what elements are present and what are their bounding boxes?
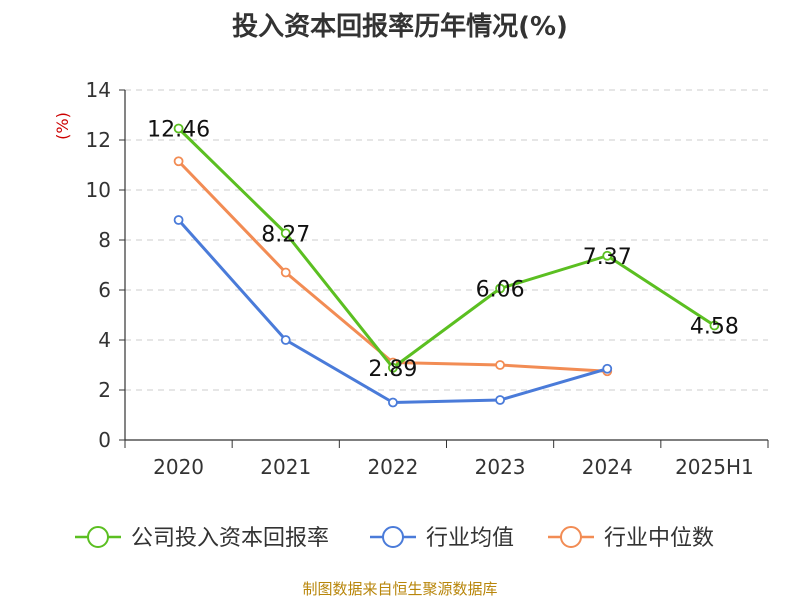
data-point (280, 267, 291, 278)
chart-title: 投入资本回报率历年情况(%) (232, 12, 568, 42)
data-point (173, 215, 184, 225)
data-point (173, 123, 184, 134)
y-tick-label: 8 (98, 228, 111, 252)
y-tick-label: 0 (98, 428, 111, 452)
y-tick-label: 2 (98, 378, 111, 402)
x-tick-label: 2024 (582, 455, 633, 479)
grid-layer (125, 89, 768, 391)
y-tick-label: 12 (86, 128, 111, 152)
data-point (388, 362, 398, 373)
legend-label: 行业均值 (426, 526, 514, 551)
data-point (495, 283, 505, 294)
data-label: 6.06 (476, 278, 525, 303)
y-axis-label: (%) (53, 112, 72, 140)
source-footer: 制图数据来自恒生聚源数据库 (302, 580, 498, 598)
data-label: 12.46 (147, 118, 210, 143)
x-tick-label: 2020 (153, 455, 204, 479)
legend-swatch-marker (382, 526, 404, 548)
series-layer (173, 123, 720, 408)
legend-label: 公司投入资本回报率 (131, 526, 329, 551)
axis-layer: 0 2 4 6 8 10 12 14 (%) 2020 2021 2022 2023 2024 2025H1 (53, 78, 769, 479)
data-point (280, 228, 291, 239)
data-point (388, 397, 398, 408)
y-tick-label: 14 (86, 78, 111, 102)
y-tick-label: 10 (86, 178, 111, 202)
data-point (602, 363, 613, 374)
series-line-0 (177, 127, 716, 370)
legend-label: 行业中位数 (604, 526, 714, 551)
data-label-layer: 12.46 8.27 2.89 6.06 7.37 4.58 (147, 118, 739, 382)
data-label: 8.27 (261, 222, 310, 247)
data-point (280, 335, 291, 345)
data-label: 7.37 (583, 245, 632, 270)
data-label: 2.89 (368, 357, 417, 382)
x-tick-label: 2023 (475, 455, 526, 479)
y-tick-label: 6 (98, 278, 111, 302)
data-point (495, 395, 505, 405)
legend-swatch-marker (560, 526, 582, 548)
data-point (709, 320, 720, 331)
data-point (495, 360, 505, 370)
x-tick-label: 2025H1 (675, 455, 754, 479)
legend-swatch-marker (87, 526, 109, 548)
data-point (602, 250, 613, 261)
y-tick-label: 4 (98, 328, 111, 352)
x-tick-label: 2022 (367, 455, 418, 479)
data-label: 4.58 (690, 315, 739, 340)
legend: 公司投入资本回报率 行业均值 行业中位数 (75, 526, 714, 551)
x-tick-label: 2021 (260, 455, 311, 479)
data-point (173, 156, 184, 167)
